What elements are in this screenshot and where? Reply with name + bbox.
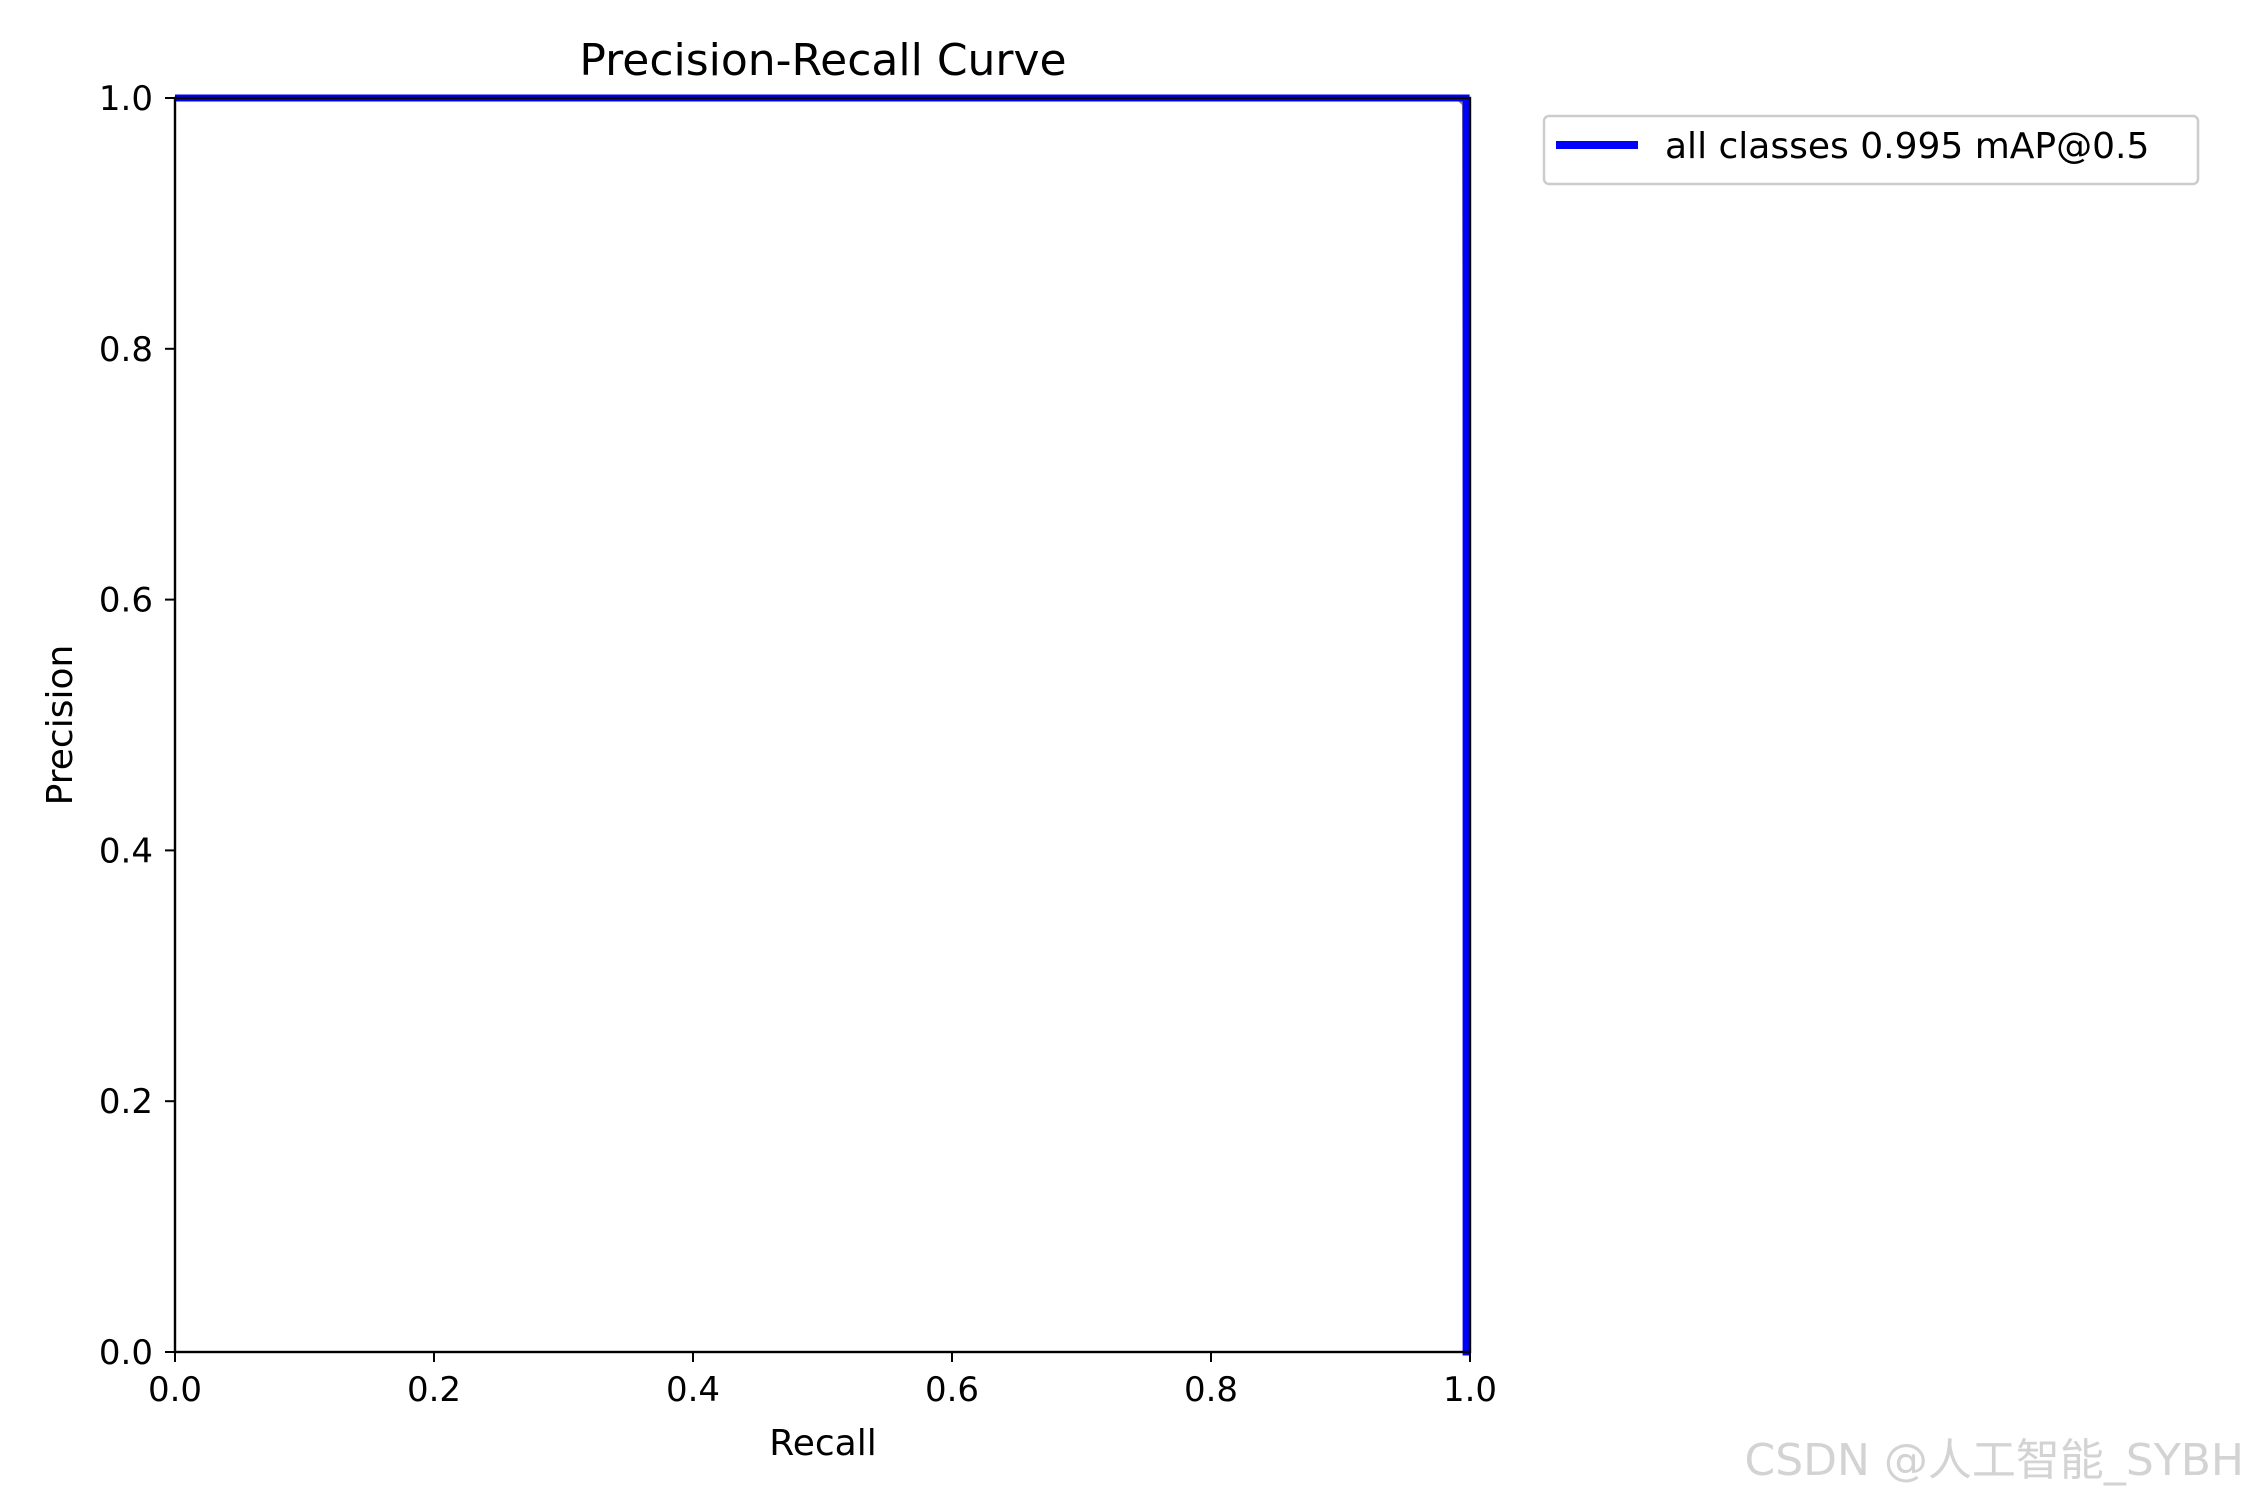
chart-title: Precision-Recall Curve bbox=[579, 35, 1066, 86]
y-tick-label: 0.0 bbox=[99, 1333, 153, 1373]
y-tick-label: 0.6 bbox=[99, 581, 153, 621]
x-tick-label: 0.8 bbox=[1184, 1370, 1238, 1410]
watermark: CSDN @人工智能_SYBH bbox=[1744, 1435, 2244, 1486]
y-axis: 0.0 0.2 0.4 0.6 0.8 1.0 bbox=[99, 79, 175, 1373]
x-tick-label: 1.0 bbox=[1443, 1370, 1497, 1410]
x-axis: 0.0 0.2 0.4 0.6 0.8 1.0 bbox=[148, 1352, 1497, 1410]
legend-frame bbox=[1542, 114, 2200, 186]
y-axis-label: Precision bbox=[40, 645, 81, 806]
x-axis-label: Recall bbox=[769, 1423, 876, 1464]
x-tick-label: 0.0 bbox=[148, 1370, 202, 1410]
y-tick-label: 0.8 bbox=[99, 330, 153, 370]
plot-background bbox=[175, 98, 1470, 1352]
y-tick-label: 0.2 bbox=[99, 1082, 153, 1122]
y-tick-label: 0.4 bbox=[99, 831, 153, 871]
x-tick-label: 0.2 bbox=[407, 1370, 461, 1410]
y-tick-label: 1.0 bbox=[99, 79, 153, 119]
plot-frame bbox=[173, 96, 1472, 1354]
legend-label-all-classes: all classes 0.995 mAP@0.5 bbox=[1665, 126, 2149, 167]
legend: all classes 0.995 mAP@0.5 bbox=[1542, 114, 2200, 186]
x-tick-label: 0.6 bbox=[925, 1370, 979, 1410]
plot-area bbox=[173, 94, 1472, 1356]
x-tick-label: 0.4 bbox=[666, 1370, 720, 1410]
